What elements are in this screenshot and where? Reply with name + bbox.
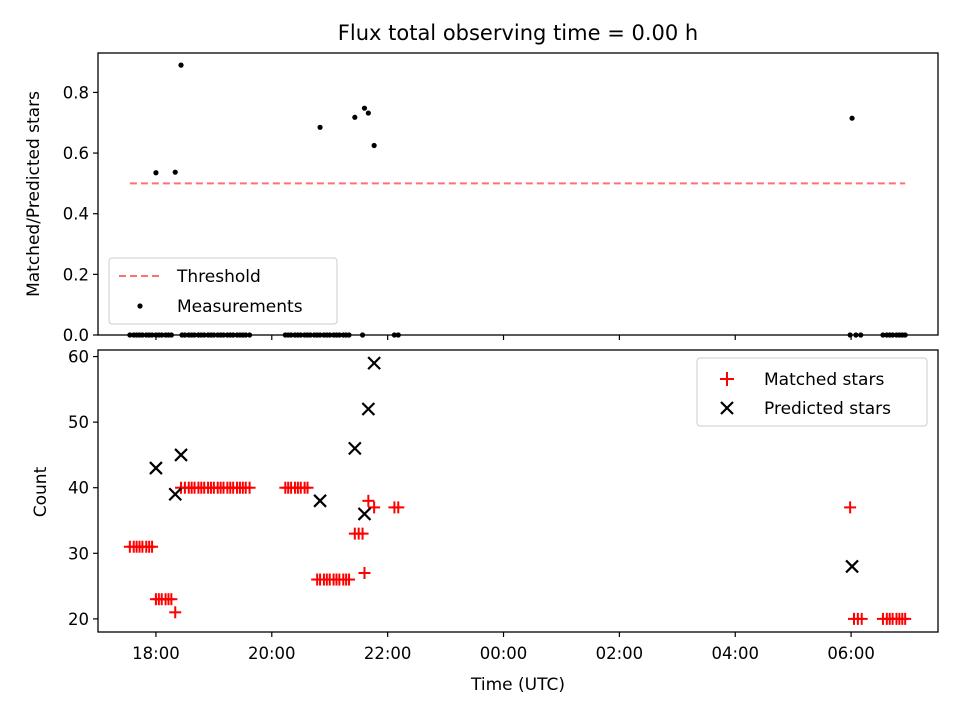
matched-star-point bbox=[301, 481, 314, 494]
predicted-star-point bbox=[174, 448, 188, 462]
bottom-legend: Matched stars Predicted stars bbox=[696, 357, 928, 427]
matched-star-point bbox=[146, 540, 159, 553]
matched-star-point bbox=[165, 593, 178, 606]
bottom-legend-box bbox=[696, 357, 928, 427]
measurement-point bbox=[317, 124, 323, 130]
measurement-point bbox=[849, 115, 855, 121]
top-legend: Threshold Measurements bbox=[108, 257, 338, 325]
y-tick-label: 0.6 bbox=[63, 144, 89, 163]
y-tick-label: 0.8 bbox=[63, 83, 89, 102]
measurements-legend-swatch bbox=[137, 303, 143, 309]
x-tick-label: 20:00 bbox=[248, 644, 296, 663]
measurement-point bbox=[178, 62, 184, 68]
x-tick-label: 22:00 bbox=[364, 644, 412, 663]
measurement-point bbox=[352, 114, 358, 120]
top-legend-box bbox=[108, 257, 338, 325]
matched-star-point bbox=[169, 606, 182, 619]
matched-star-point bbox=[392, 501, 405, 514]
matched-stars-legend-label: Matched stars bbox=[764, 370, 884, 390]
predicted-star-point bbox=[168, 487, 183, 502]
threshold-legend-label: Threshold bbox=[176, 267, 261, 287]
predicted-stars-legend-label: Predicted stars bbox=[764, 399, 891, 419]
measurement-point bbox=[172, 169, 178, 175]
predicted-star-point bbox=[313, 494, 327, 508]
y-tick-label: 50 bbox=[68, 413, 89, 432]
matched-star-point bbox=[362, 494, 375, 507]
predicted-stars-legend-swatch bbox=[720, 401, 734, 415]
x-tick-label: 00:00 bbox=[480, 644, 528, 663]
measurement-point bbox=[365, 110, 371, 116]
top-panel: Flux total observing time = 0.00 h Match… bbox=[24, 21, 939, 345]
measurements-legend-label: Measurements bbox=[177, 297, 303, 317]
x-tick-label: 06:00 bbox=[827, 644, 875, 663]
x-axis-label: Time (UTC) bbox=[470, 675, 565, 695]
predicted-star-point bbox=[845, 559, 859, 574]
x-tick-label: 02:00 bbox=[596, 644, 644, 663]
predicted-star-point bbox=[367, 356, 381, 370]
bottom-y-axis-label: Count bbox=[31, 466, 51, 517]
predicted-star-point bbox=[361, 402, 376, 416]
measurement-point bbox=[153, 170, 159, 176]
bottom-plot-area: 20 30 40 50 60 18:00 20:00 22:00 00:00 02:00 04:00… bbox=[68, 348, 912, 663]
predicted-star-point bbox=[149, 461, 163, 475]
measurement-point bbox=[371, 142, 377, 149]
matched-star-point bbox=[368, 501, 381, 514]
y-tick-label: 0.2 bbox=[63, 265, 89, 284]
y-tick-label: 60 bbox=[68, 348, 89, 367]
top-axes-frame bbox=[97, 52, 939, 336]
predicted-star-point bbox=[348, 441, 362, 456]
chart-title: Flux total observing time = 0.00 h bbox=[338, 21, 698, 45]
bottom-panel: Count Time (UTC) 20 30 40 50 60 18:00 20:00 22:… bbox=[31, 348, 939, 695]
bottom-axes-frame bbox=[97, 349, 939, 633]
y-tick-label: 30 bbox=[68, 544, 89, 563]
predicted-star-point bbox=[357, 507, 372, 521]
top-y-axis-label: Matched/Predicted stars bbox=[24, 91, 44, 297]
y-tick-label: 0.0 bbox=[63, 326, 89, 345]
matched-star-point bbox=[356, 527, 369, 540]
x-tick-label: 04:00 bbox=[711, 644, 759, 663]
matched-stars-legend-swatch bbox=[720, 372, 734, 386]
y-tick-label: 40 bbox=[68, 479, 89, 498]
matched-star-point bbox=[243, 481, 256, 494]
x-tick-label: 18:00 bbox=[132, 644, 180, 663]
y-tick-label: 20 bbox=[68, 610, 89, 629]
matched-star-point bbox=[358, 566, 371, 579]
matched-star-point bbox=[844, 501, 857, 514]
matched-star-point bbox=[343, 573, 356, 586]
y-tick-label: 0.4 bbox=[63, 205, 89, 224]
measurement-point bbox=[361, 105, 368, 111]
matched-star-point bbox=[899, 612, 912, 625]
matched-star-point bbox=[855, 612, 868, 625]
